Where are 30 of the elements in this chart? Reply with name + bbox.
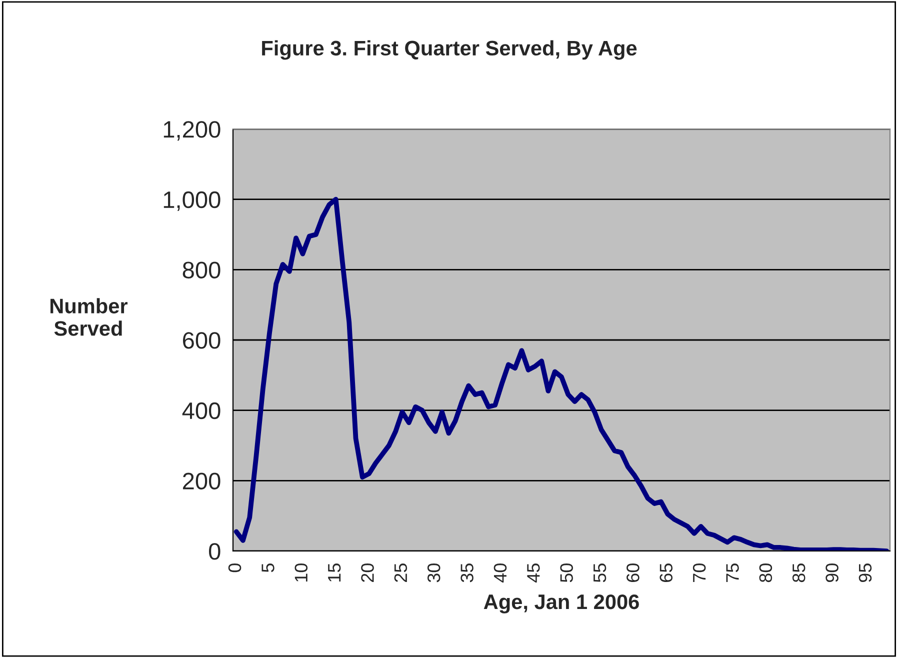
y-tick-label: 0 (208, 543, 220, 560)
x-tick-label: 50 (560, 564, 573, 582)
y-tick-label: 1,000 (164, 191, 220, 211)
x-tick-label: 20 (361, 564, 374, 582)
x-tick-label: 15 (328, 564, 341, 582)
y-tick-label: 800 (182, 262, 220, 278)
y-tick-label: 1,200 (164, 121, 220, 141)
x-tick-label: 30 (427, 564, 440, 582)
x-tick-label: 90 (826, 564, 838, 582)
y-tick-label: 400 (182, 402, 220, 420)
x-tick-label: 35 (460, 564, 474, 582)
x-tick-label: 45 (527, 564, 540, 582)
x-tick-label: 25 (394, 564, 408, 582)
x-axis-title: Age, Jan 1 2006 (484, 594, 639, 614)
x-tick-label: 95 (858, 564, 872, 582)
x-tick-label: 0 (228, 564, 242, 572)
x-tick-label: 55 (594, 564, 606, 582)
x-tick-label: 80 (759, 564, 772, 582)
y-tick-label: 200 (182, 472, 220, 490)
x-tick-label: 5 (262, 564, 274, 572)
x-tick-label: 65 (660, 564, 673, 582)
x-tick-label: 40 (494, 564, 507, 582)
x-tick-label: 85 (792, 564, 806, 582)
x-tick-label: 75 (726, 564, 739, 582)
x-tick-label: 10 (294, 564, 308, 582)
y-axis-title: Number Served (50, 298, 128, 336)
x-tick-label: 60 (626, 564, 640, 582)
y-tick-label: 600 (183, 332, 220, 349)
chart-title: Figure 3. First Quarter Served, By Age (262, 40, 637, 60)
x-tick-label: 70 (692, 564, 706, 582)
